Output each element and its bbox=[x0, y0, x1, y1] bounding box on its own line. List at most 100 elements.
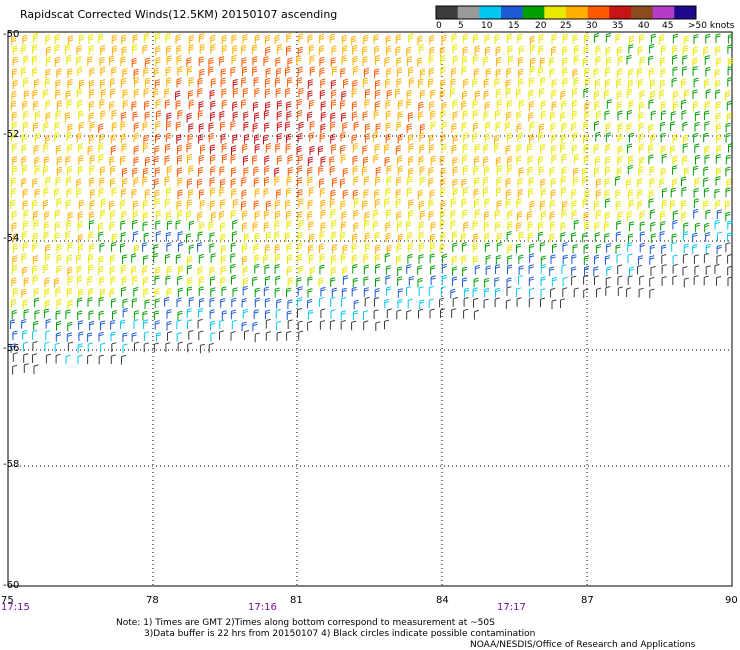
wind-barb bbox=[420, 68, 426, 79]
wind-barb bbox=[604, 221, 610, 232]
wind-barb bbox=[385, 221, 391, 232]
wind-barb bbox=[120, 319, 126, 330]
wind-barb bbox=[143, 167, 149, 178]
wind-barb bbox=[318, 297, 325, 307]
wind-barb bbox=[318, 145, 324, 156]
wind-barb bbox=[230, 331, 236, 341]
wind-barb bbox=[242, 210, 248, 220]
wind-barb bbox=[705, 33, 711, 44]
wind-barb bbox=[142, 176, 148, 187]
wind-barb bbox=[143, 211, 149, 222]
wind-barb bbox=[386, 209, 392, 219]
wind-barb bbox=[648, 189, 654, 200]
wind-barb bbox=[187, 90, 194, 100]
wind-barb bbox=[605, 286, 611, 296]
wind-barb bbox=[98, 222, 104, 233]
wind-barb bbox=[319, 67, 325, 78]
wind-barb bbox=[12, 68, 18, 78]
wind-barb bbox=[232, 287, 238, 297]
wind-barb bbox=[198, 154, 204, 165]
wind-barb bbox=[604, 177, 610, 188]
wind-barb bbox=[253, 101, 259, 112]
wind-barb bbox=[529, 121, 535, 132]
wind-barb bbox=[12, 233, 18, 243]
wind-barb bbox=[88, 253, 94, 264]
wind-barb bbox=[494, 134, 500, 145]
wind-barb bbox=[177, 177, 183, 187]
wind-barb bbox=[32, 255, 39, 265]
wind-barb bbox=[660, 67, 666, 78]
wind-barb bbox=[241, 99, 247, 109]
wind-barb bbox=[363, 219, 370, 230]
wind-barb bbox=[198, 123, 204, 133]
wind-barb bbox=[517, 177, 523, 188]
wind-barb bbox=[252, 44, 258, 55]
wind-barb bbox=[241, 57, 247, 67]
wind-barb bbox=[165, 143, 171, 154]
wind-barb bbox=[440, 110, 446, 120]
wind-barb bbox=[319, 132, 325, 143]
wind-barb bbox=[583, 255, 589, 265]
wind-barb bbox=[254, 143, 260, 154]
wind-barb bbox=[474, 156, 480, 166]
wind-barb bbox=[76, 45, 82, 55]
wind-barb bbox=[11, 121, 17, 132]
wind-barb bbox=[98, 296, 104, 307]
wind-barb bbox=[89, 89, 95, 99]
wind-barb bbox=[275, 275, 281, 286]
wind-barb bbox=[121, 264, 127, 275]
wind-barb bbox=[463, 78, 469, 89]
wind-barb bbox=[254, 297, 260, 308]
wind-barb bbox=[43, 264, 49, 274]
wind-barb bbox=[55, 89, 61, 99]
wind-barb bbox=[484, 232, 490, 243]
wind-barb bbox=[67, 321, 73, 332]
wind-barb bbox=[629, 221, 635, 231]
wind-barb bbox=[286, 33, 292, 43]
wind-barb bbox=[221, 153, 228, 164]
wind-barb bbox=[715, 176, 721, 186]
wind-barb bbox=[472, 220, 478, 230]
wind-barb bbox=[241, 200, 247, 211]
wind-barb bbox=[109, 254, 116, 265]
wind-barb bbox=[385, 232, 391, 243]
wind-barb bbox=[605, 198, 611, 208]
wind-barb bbox=[133, 88, 139, 99]
wind-barb bbox=[197, 77, 203, 88]
wind-barb bbox=[132, 210, 139, 221]
wind-barb bbox=[474, 143, 480, 154]
wind-barb bbox=[518, 254, 524, 265]
wind-barb bbox=[231, 231, 238, 241]
wind-barb bbox=[517, 132, 523, 143]
wind-barb bbox=[198, 33, 205, 43]
wind-barb bbox=[483, 187, 489, 197]
wind-barb bbox=[364, 123, 371, 134]
wind-barb bbox=[626, 178, 632, 189]
wind-barb bbox=[396, 67, 403, 77]
wind-barb bbox=[298, 198, 304, 208]
wind-barb bbox=[110, 134, 116, 144]
wind-barb bbox=[209, 89, 215, 100]
wind-barb bbox=[132, 200, 139, 211]
wind-barb bbox=[285, 232, 291, 242]
wind-barb bbox=[693, 198, 700, 208]
wind-barb bbox=[176, 77, 182, 88]
wind-barb bbox=[604, 189, 610, 200]
wind-barb bbox=[683, 35, 689, 46]
wind-barb bbox=[395, 198, 401, 209]
wind-barb bbox=[551, 154, 557, 165]
wind-barb bbox=[473, 277, 479, 288]
wind-barb bbox=[704, 154, 710, 165]
wind-barb bbox=[452, 134, 458, 145]
wind-barb bbox=[407, 253, 413, 264]
wind-barb bbox=[605, 122, 611, 133]
wind-barb bbox=[650, 90, 656, 101]
wind-barb bbox=[32, 242, 38, 253]
wind-barb bbox=[496, 200, 502, 210]
wind-barb bbox=[109, 55, 115, 66]
wind-barb bbox=[373, 109, 379, 120]
wind-barb bbox=[220, 276, 226, 287]
note-line-1: Note: 1) Times are GMT 2)Times along bot… bbox=[116, 618, 495, 628]
wind-barb bbox=[452, 156, 458, 167]
wind-barb bbox=[461, 255, 467, 265]
